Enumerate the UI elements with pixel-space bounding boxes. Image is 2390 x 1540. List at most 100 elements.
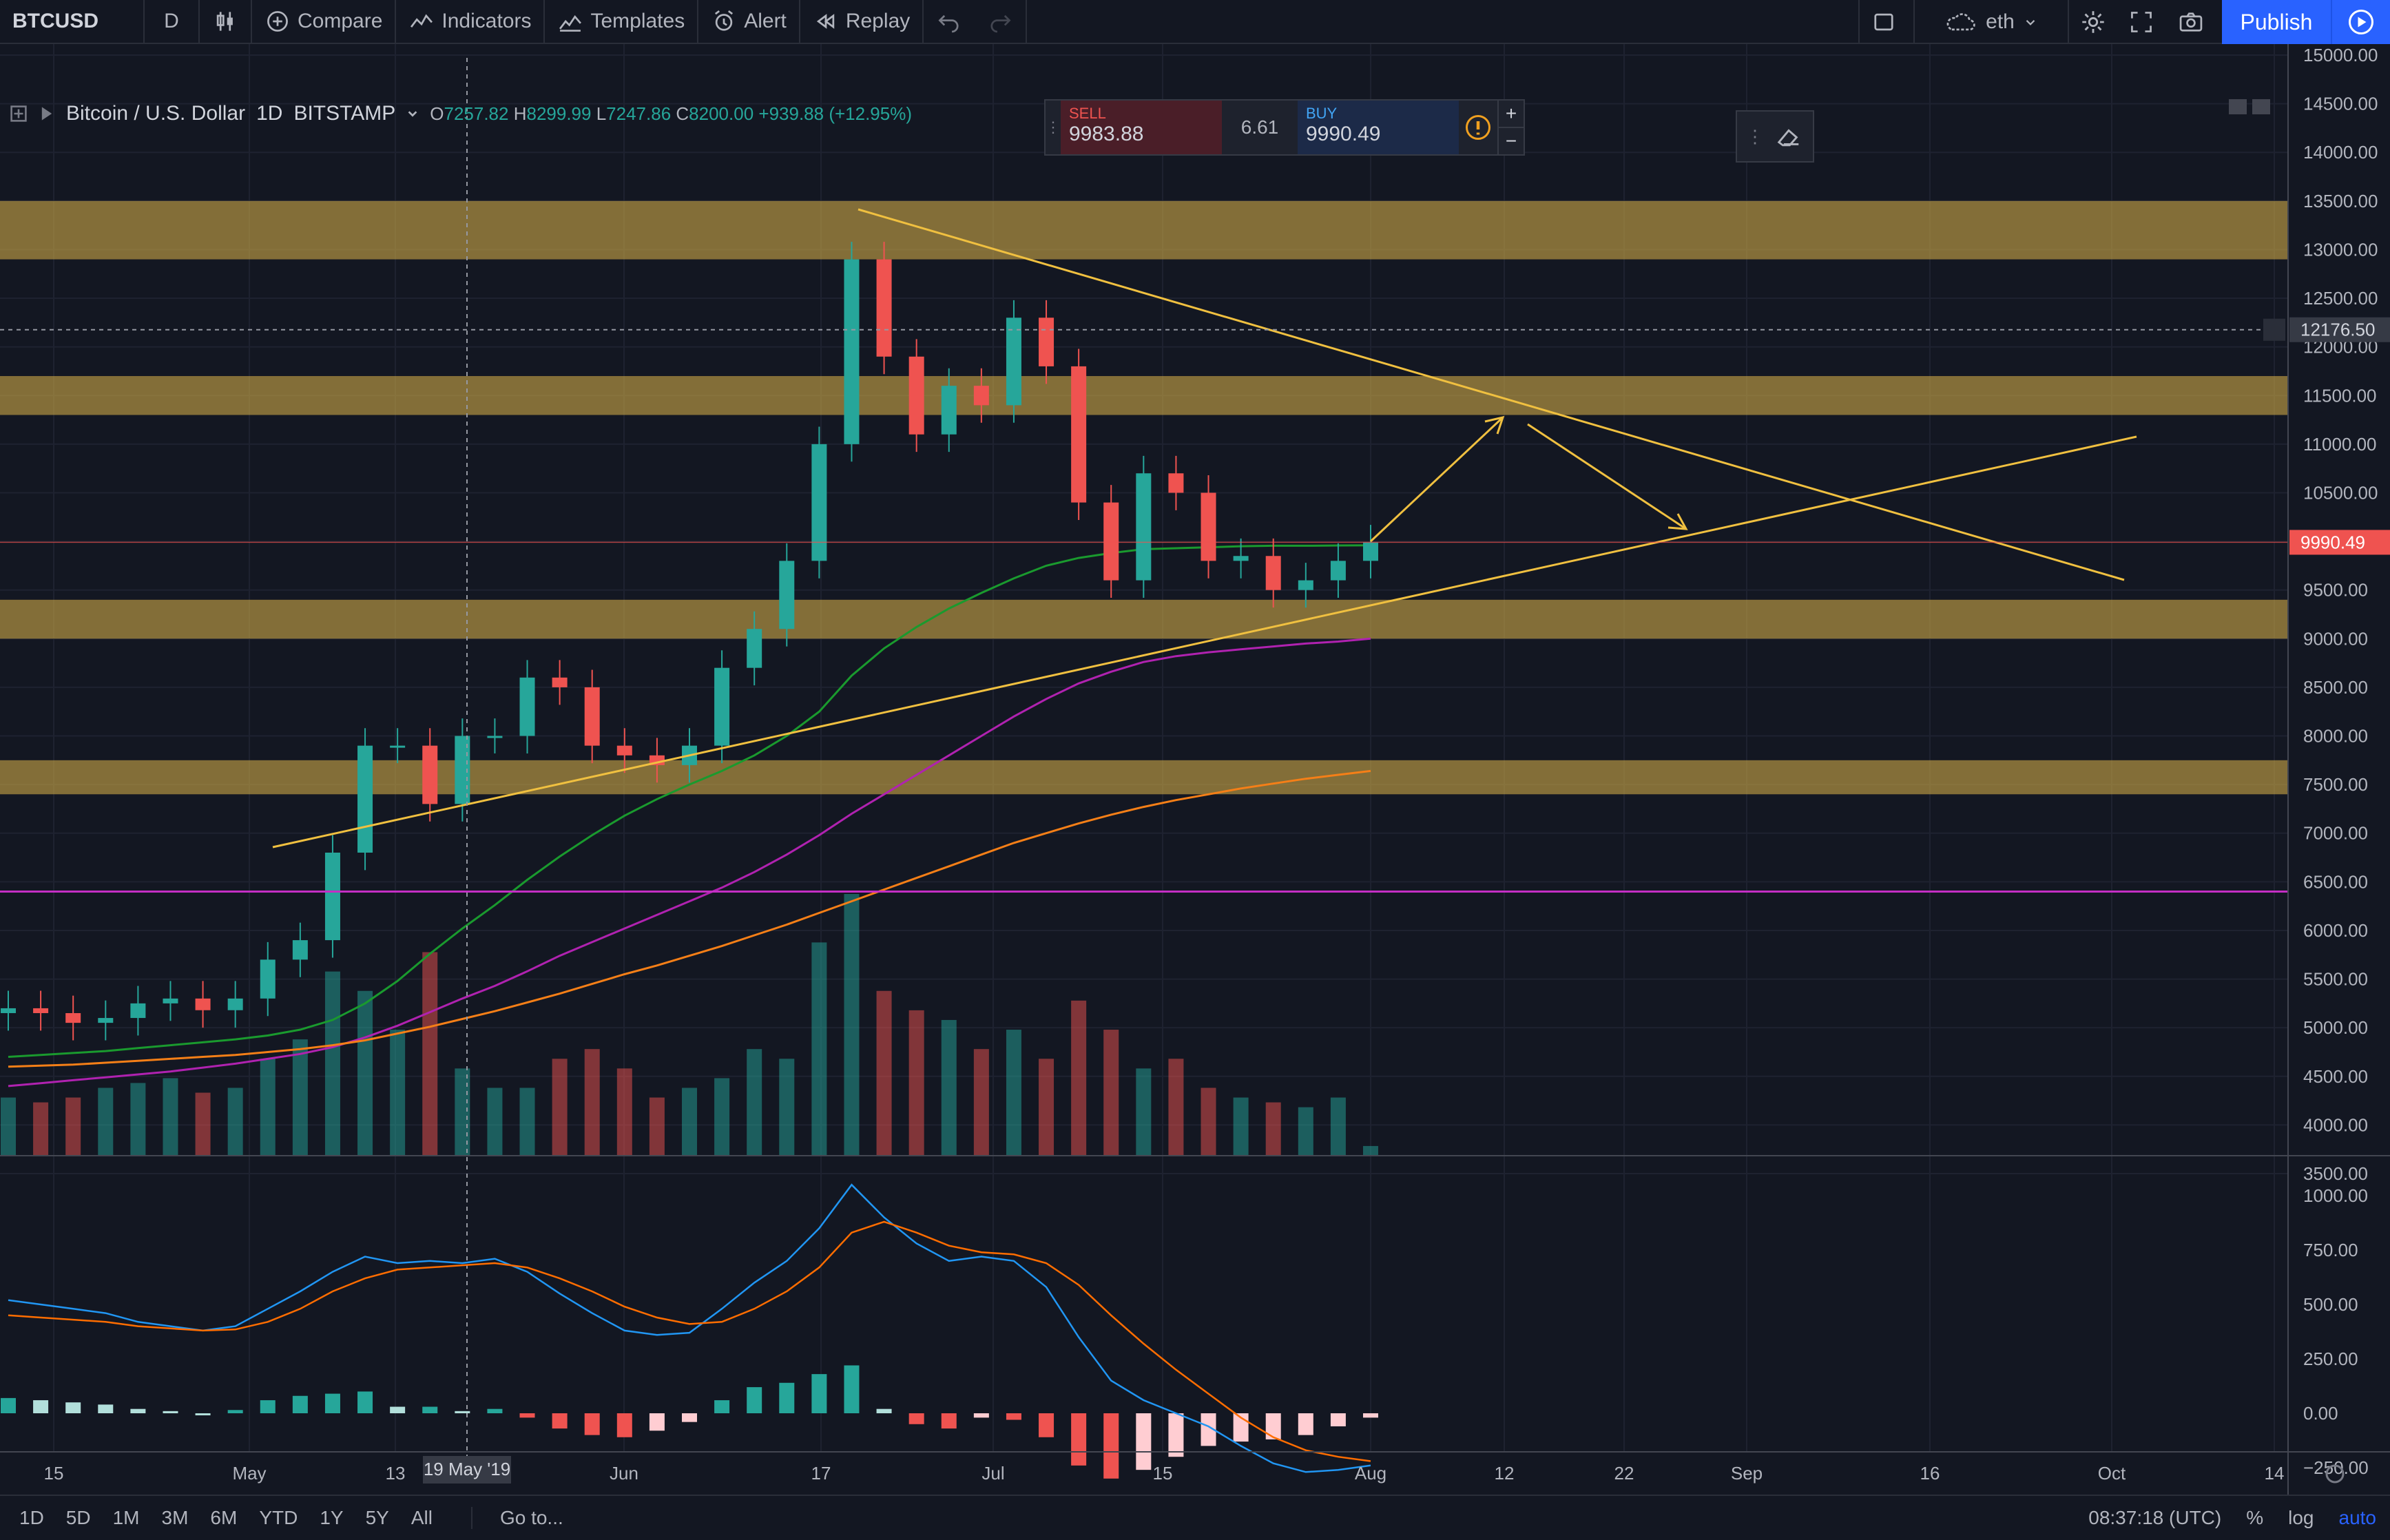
candle: [1, 1008, 16, 1013]
utc-clock[interactable]: 08:37:18 (UTC): [2088, 1507, 2222, 1528]
candle: [163, 998, 178, 1003]
sell-label: SELL: [1069, 105, 1106, 122]
ma-line-sma-200[interactable]: [8, 769, 1371, 1068]
collapse-icon[interactable]: [10, 105, 28, 123]
eraser-icon[interactable]: [1774, 123, 1804, 150]
indicators-button[interactable]: Indicators: [396, 0, 545, 43]
volume-bar: [519, 1088, 535, 1156]
signal-line[interactable]: [8, 1220, 1371, 1462]
volume-bar: [649, 1097, 665, 1156]
candle: [455, 736, 470, 804]
add-alert-plus-icon[interactable]: [2263, 318, 2285, 341]
macd-line[interactable]: [8, 1183, 1371, 1473]
trendline-drawings[interactable]: [272, 208, 2137, 849]
resistance-zone[interactable]: [0, 760, 2288, 795]
layout-menu[interactable]: eth: [1913, 0, 2066, 44]
chevron-down-icon[interactable]: [406, 107, 419, 120]
settings-button[interactable]: [2068, 0, 2117, 44]
range-all[interactable]: All: [411, 1507, 433, 1528]
plus-icon[interactable]: +: [1499, 101, 1524, 128]
macd-histogram-bar: [65, 1402, 81, 1413]
price-tick-label: 10500.00: [2303, 482, 2378, 503]
replay-button[interactable]: Replay: [800, 0, 924, 43]
volume-bar: [98, 1088, 114, 1156]
indicators-icon: [411, 14, 433, 28]
candle: [1330, 561, 1346, 581]
volume-bar: [779, 1059, 795, 1156]
range-ytd[interactable]: YTD: [259, 1507, 298, 1528]
chart-style-button[interactable]: [200, 0, 252, 43]
volume-bar: [908, 1010, 924, 1156]
publish-button[interactable]: Publish: [2222, 0, 2331, 44]
range-3m[interactable]: 3M: [161, 1507, 189, 1528]
candle: [714, 667, 730, 746]
macd-histogram-bar: [682, 1413, 697, 1422]
chevron-down-icon[interactable]: [2229, 99, 2247, 114]
macd-pane[interactable]: [1, 1183, 1378, 1479]
alert-button[interactable]: Alert: [698, 0, 800, 43]
templates-button[interactable]: Templates: [545, 0, 699, 43]
buy-button[interactable]: BUY 9990.49: [1298, 101, 1459, 154]
fullscreen-button[interactable]: [2117, 0, 2165, 44]
chart-area[interactable]: 15000.00 14500.00 14000.00 13500.00 13000.00…: [0, 44, 2390, 1495]
maximize-icon[interactable]: [2252, 99, 2270, 114]
symbol-search[interactable]: BTCUSD: [0, 0, 145, 43]
volume-bar: [1233, 1097, 1249, 1156]
volume-bar: [33, 1102, 49, 1156]
descending-trendline[interactable]: [858, 208, 2125, 581]
macd-histogram-bar: [195, 1413, 211, 1415]
undo-button[interactable]: [924, 0, 975, 43]
projection-arrow-up[interactable]: [1369, 416, 1504, 543]
macd-tick-label: 500.00: [2303, 1294, 2358, 1315]
ascending-trendline[interactable]: [272, 435, 2137, 849]
timeframe-label: 1D: [256, 102, 283, 125]
range-5d[interactable]: 5D: [65, 1507, 91, 1528]
range-1y[interactable]: 1Y: [320, 1507, 344, 1528]
range-6m[interactable]: 6M: [210, 1507, 238, 1528]
drag-handle-icon[interactable]: ⋮: [1746, 125, 1764, 147]
pane-collapse-buttons[interactable]: [2229, 99, 2270, 114]
resistance-zone[interactable]: [0, 599, 2288, 639]
range-1m[interactable]: 1M: [112, 1507, 140, 1528]
log-scale-toggle[interactable]: log: [2288, 1507, 2314, 1528]
time-tick-label: 16: [1920, 1463, 1940, 1484]
snapshot-button[interactable]: [2167, 0, 2215, 44]
minus-icon[interactable]: −: [1505, 130, 1517, 152]
ma-line-sma-100[interactable]: [8, 637, 1371, 1088]
drag-handle-icon[interactable]: ⋮: [1046, 118, 1061, 136]
goto-date-button[interactable]: Go to...: [470, 1507, 574, 1529]
percent-scale-toggle[interactable]: %: [2246, 1507, 2264, 1528]
macd-histogram-bar: [357, 1391, 373, 1413]
rewind-icon: [816, 14, 835, 29]
auto-scale-toggle[interactable]: auto: [2338, 1507, 2377, 1528]
quantity-stepper[interactable]: + −: [1497, 101, 1524, 154]
compare-button[interactable]: Compare: [252, 0, 397, 43]
time-tick-label: May: [232, 1463, 266, 1484]
price-axis[interactable]: 15000.00 14500.00 14000.00 13500.00 13000.00…: [2263, 45, 2390, 1184]
volume-bar: [390, 1030, 406, 1156]
info-button[interactable]: [1459, 101, 1497, 154]
projection-arrow-up-head: [1484, 415, 1505, 435]
sell-button[interactable]: SELL 9983.88: [1061, 101, 1222, 154]
projection-arrow-down[interactable]: [1527, 423, 1687, 530]
resistance-zone[interactable]: [0, 200, 2288, 260]
interval-button[interactable]: D: [145, 0, 200, 43]
play-button[interactable]: [2331, 0, 2390, 44]
candle: [1168, 473, 1184, 493]
price-chart[interactable]: 15000.0014500.0014000.0013500.0013000.00…: [0, 44, 2390, 1495]
axis-settings-button[interactable]: [2325, 1464, 2345, 1484]
symbol-title[interactable]: Bitcoin / U.S. Dollar: [66, 102, 246, 125]
time-tick-label: 12: [1495, 1463, 1515, 1484]
resistance-zone[interactable]: [0, 376, 2288, 415]
candle: [519, 677, 535, 736]
candle: [33, 1008, 49, 1013]
time-axis[interactable]: 15 May 13 Jun 17 Jul 15 Aug 12 22 Sep 16 Oct 14 19 May…: [44, 1456, 2285, 1484]
macd-axis[interactable]: 1000.00 750.00 500.00 250.00 0.00 −250.00: [2303, 1185, 2369, 1478]
macd-histogram-bar: [941, 1413, 957, 1429]
price-tick-label: 4500.00: [2303, 1066, 2368, 1087]
range-1d[interactable]: 1D: [19, 1507, 44, 1528]
fullscreen-select-button[interactable]: [1858, 0, 1908, 44]
range-5y[interactable]: 5Y: [365, 1507, 389, 1528]
redo-button[interactable]: [975, 0, 1028, 43]
volume-bar: [1298, 1107, 1313, 1156]
